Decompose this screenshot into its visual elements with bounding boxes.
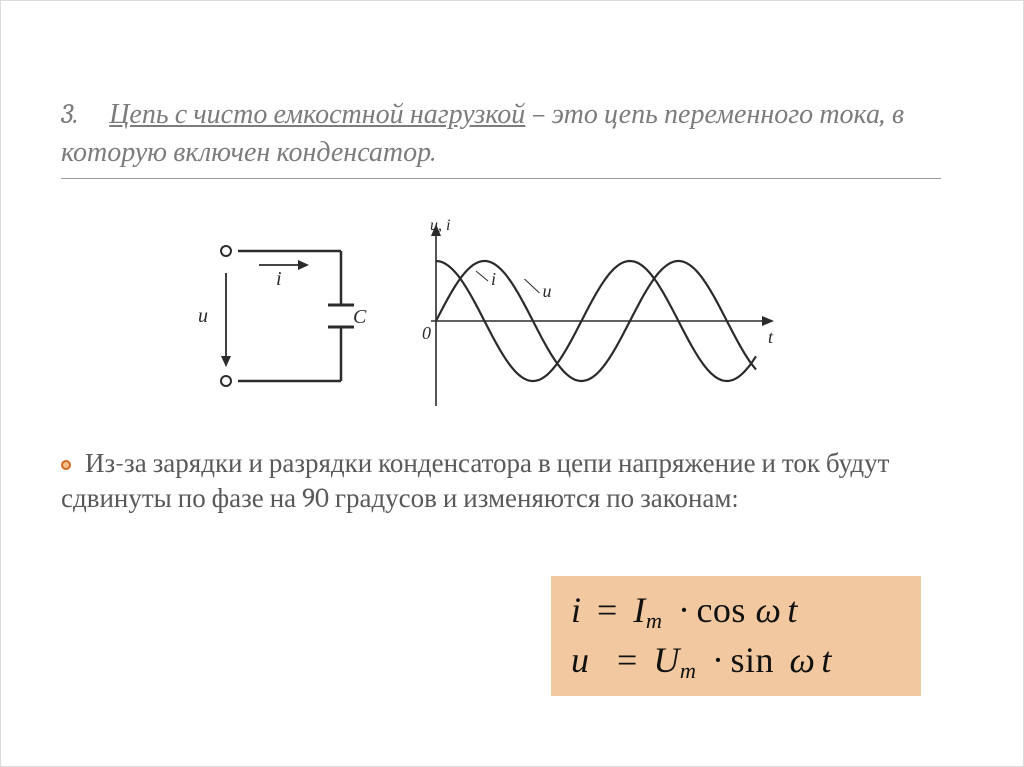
svg-text:t: t (768, 327, 774, 347)
svg-text:u: u (198, 305, 208, 327)
body-paragraph: Из-за зарядки и разрядки конденсатора в … (61, 446, 941, 516)
circuit-diagram: u i C (181, 221, 371, 411)
slide-heading: 3. Цепь с чисто емкостной нагрузкой – эт… (61, 96, 941, 179)
f2-sub: m (680, 658, 697, 683)
svg-text:u, i: u, i (430, 217, 450, 234)
f2-lhs: u (571, 640, 590, 680)
heading-underlined: Цепь с чисто емкостной нагрузкой (109, 98, 525, 130)
slide: 3. Цепь с чисто емкостной нагрузкой – эт… (0, 0, 1024, 767)
svg-text:i: i (276, 268, 282, 290)
body-text: Из-за зарядки и разрядки конденсатора в … (61, 448, 889, 514)
heading-number: 3. (61, 98, 78, 130)
f2-arg: ω (789, 640, 815, 680)
f1-sub: m (646, 608, 663, 633)
formula-line-1: i = Im ·cos ωt (571, 586, 903, 636)
formula-line-2: u = Um ·sin ωt (571, 636, 903, 686)
bullet-icon (61, 460, 71, 470)
heading-rule (61, 178, 941, 179)
f2-rhs: U (653, 640, 680, 680)
f1-rhs: I (633, 590, 646, 630)
figures-row: u i C u, i t 0 i u (181, 216, 786, 416)
svg-text:u: u (542, 281, 551, 301)
formula-box: i = Im ·cos ωt u = Um ·sin ωt (551, 576, 921, 696)
waveform-diagram: u, i t 0 i u (396, 216, 786, 416)
svg-text:C: C (353, 306, 367, 328)
f1-trig: cos (696, 590, 746, 630)
f1-lhs: i (571, 590, 582, 630)
f1-arg: ω (755, 590, 781, 630)
f2-trig: sin (730, 640, 774, 680)
svg-text:0: 0 (422, 323, 431, 343)
svg-text:i: i (491, 269, 496, 289)
